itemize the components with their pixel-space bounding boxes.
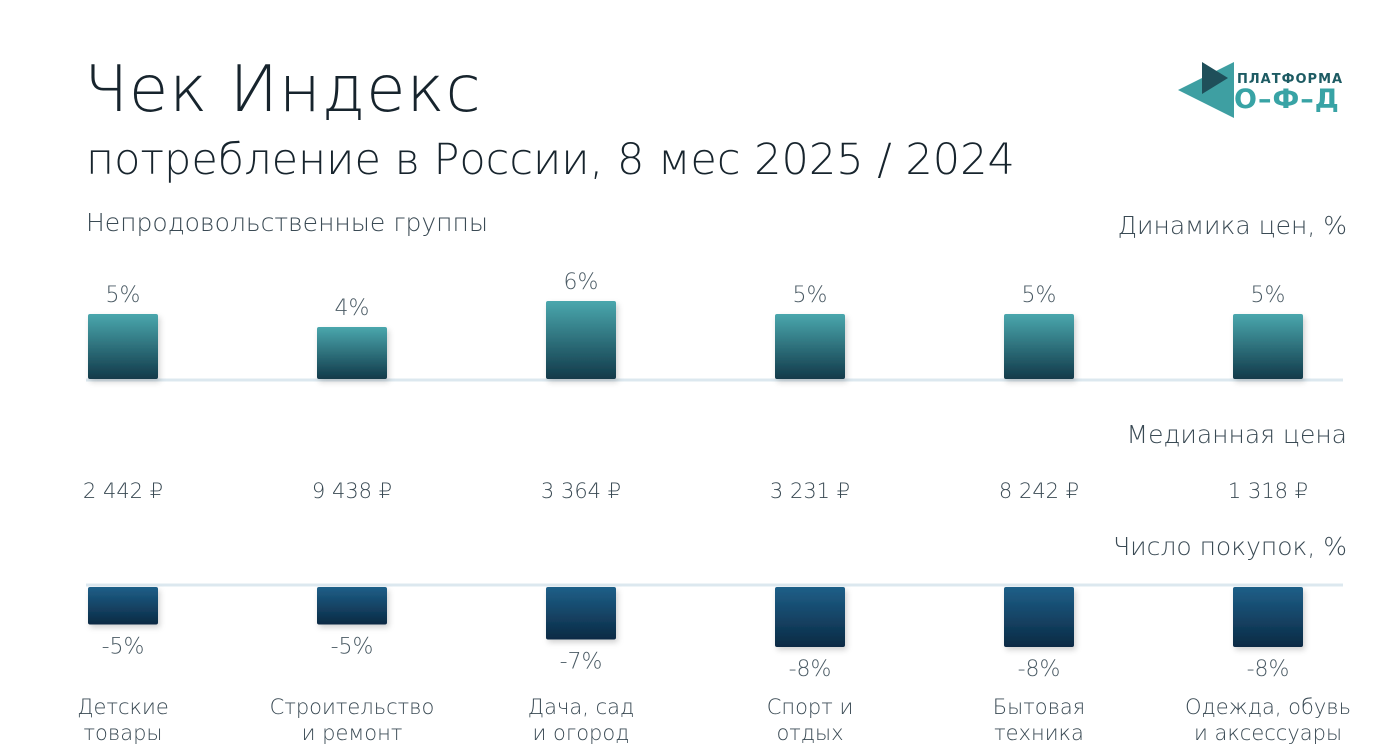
- median-price-label: Медианная цена: [1126, 420, 1347, 449]
- price-dynamics-label: 6%: [564, 270, 599, 295]
- price-dynamics-label: 5%: [1022, 283, 1057, 308]
- price-dynamics-bar: [546, 301, 616, 379]
- category-label: Строительство и ремонт: [270, 695, 435, 745]
- purchases-label: -7%: [560, 650, 603, 675]
- price-dynamics-bar: [88, 314, 158, 379]
- purchases-label: -8%: [789, 657, 832, 682]
- purchases-bar: [1004, 587, 1074, 647]
- median-price-value: 8 242 ₽: [999, 479, 1079, 503]
- median-price-value: 9 438 ₽: [312, 479, 392, 503]
- price-dynamics-bar: [775, 314, 845, 379]
- median-price-value: 3 231 ₽: [770, 479, 850, 503]
- median-price-value: 2 442 ₽: [83, 479, 163, 503]
- purchases-bar: [775, 587, 845, 647]
- median-price-value: 1 318 ₽: [1228, 479, 1308, 503]
- price-dynamics-label: 5%: [1251, 283, 1286, 308]
- price-dynamics-label: 5%: [106, 283, 141, 308]
- purchases-label: -8%: [1018, 657, 1061, 682]
- price-dynamics-label: 4%: [335, 296, 370, 321]
- purchases-bar: [546, 587, 616, 640]
- logo-triangle-icon: [1178, 62, 1234, 118]
- page-title: Чек Индекс: [84, 53, 482, 127]
- logo-line1: ПЛАТФОРМА: [1237, 72, 1344, 87]
- category-label: Спорт и отдых: [767, 695, 854, 745]
- price-dynamics-label: Динамика цен, %: [1117, 211, 1347, 240]
- purchases-bar: [1233, 587, 1303, 647]
- median-price-value: 3 364 ₽: [541, 479, 621, 503]
- group-label: Непродовольственные группы: [86, 208, 488, 237]
- category-label: Одежда, обувь и аксессуары: [1185, 695, 1351, 745]
- price-dynamics-label: 5%: [793, 283, 828, 308]
- purchases-label: Число покупок, %: [1113, 532, 1347, 561]
- logo-line2: О–Ф–Д: [1234, 84, 1340, 115]
- category-label: Дача, сад и огород: [528, 695, 634, 745]
- category-label: Бытовая техника: [993, 695, 1085, 745]
- purchases-label: -5%: [331, 635, 374, 660]
- purchases-bar: [88, 587, 158, 625]
- purchases-bar: [317, 587, 387, 625]
- category-label: Детские товары: [77, 695, 169, 745]
- price-dynamics-bar: [317, 327, 387, 379]
- price-dynamics-bar: [1004, 314, 1074, 379]
- purchases-label: -8%: [1247, 657, 1290, 682]
- purchases-label: -5%: [102, 635, 145, 660]
- price-dynamics-bar: [1233, 314, 1303, 379]
- page-subtitle: потребление в России, 8 мес 2025 / 2024: [86, 135, 1015, 185]
- platform-ofd-logo: ПЛАТФОРМА О–Ф–Д: [1176, 60, 1348, 120]
